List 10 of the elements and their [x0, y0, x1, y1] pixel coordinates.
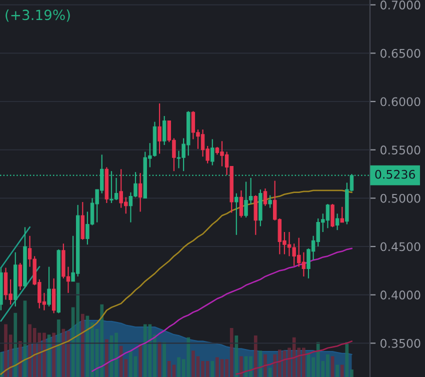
y-tick-label: 0.6500: [380, 48, 420, 58]
y-tick-label: 0.6000: [380, 97, 420, 106]
y-tick-label: 0.4500: [380, 242, 420, 252]
y-tick-label: 0.5000: [380, 194, 420, 203]
ref-line-label: 0.5236: [375, 170, 416, 179]
y-tick-label: 0.5500: [380, 146, 420, 154]
annotation: (+3.19%): [6, 9, 70, 22]
y-tick-label: 0.7000: [380, 0, 420, 10]
y-tick-label: 0.4000: [380, 290, 420, 300]
y-tick-label: 0.3500: [380, 338, 420, 348]
